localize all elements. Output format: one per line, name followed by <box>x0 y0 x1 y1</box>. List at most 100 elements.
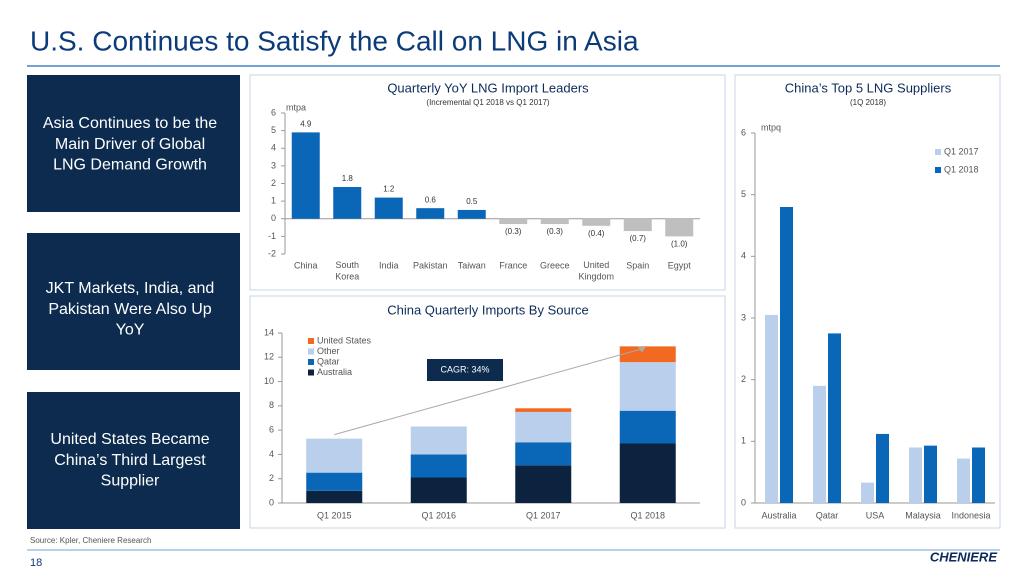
page-number: 18 <box>30 557 42 569</box>
chart-frame <box>249 74 726 291</box>
bar <box>780 207 793 503</box>
bar <box>924 445 937 503</box>
slide-title: U.S. Continues to Satisfy the Call on LN… <box>30 25 639 56</box>
value-label: 0.6 <box>425 195 437 204</box>
bar <box>499 218 528 225</box>
panel-box <box>27 75 240 212</box>
legend-swatch <box>935 167 941 173</box>
y-tick-label: 5 <box>741 189 746 199</box>
legend-swatch <box>308 359 314 365</box>
y-tick-label: 5 <box>271 125 276 135</box>
x-tick-label: Indonesia <box>951 510 990 520</box>
y-tick-label: 4 <box>269 449 274 459</box>
panel-text: United States Became China’s Third Larges… <box>50 431 209 490</box>
chart-subtitle: (1Q 2018) <box>850 98 886 107</box>
chart-frame <box>734 74 1001 529</box>
bar <box>416 208 445 219</box>
y-tick-label: 8 <box>269 400 274 410</box>
x-tick-label: Taiwan <box>458 260 486 270</box>
bar <box>333 187 362 219</box>
value-label: (0.3) <box>547 227 564 236</box>
bar <box>957 458 970 503</box>
y-tick-label: 6 <box>271 107 276 117</box>
y-unit: mtpa <box>286 102 306 112</box>
y-tick-label: 6 <box>741 127 746 137</box>
legend-swatch <box>308 369 314 376</box>
panel-text: Asia Continues to be the Main Driver of G… <box>43 115 217 174</box>
bar <box>457 209 486 219</box>
y-tick-label: 0 <box>271 213 276 223</box>
annotation: CAGR: 34% <box>440 364 489 374</box>
bar <box>540 218 569 225</box>
y-tick-label: 2 <box>269 473 274 483</box>
legend-label: United States <box>317 335 372 345</box>
chart-title: China Quarterly Imports By Source <box>387 302 589 317</box>
x-tick-label: USA <box>866 510 885 520</box>
y-tick-label: 2 <box>271 178 276 188</box>
stack-segment <box>515 408 572 412</box>
y-tick-label: 12 <box>264 352 274 362</box>
panel-box <box>27 233 240 370</box>
y-tick-label: -1 <box>268 231 276 241</box>
bar <box>861 482 874 503</box>
x-tick-label: Qatar <box>816 510 839 520</box>
value-label: 1.8 <box>342 174 354 183</box>
y-tick-label: -2 <box>268 248 276 258</box>
x-tick-label: United Kingdom <box>578 260 614 282</box>
x-tick-label: Greece <box>540 260 570 270</box>
stack-segment <box>410 426 467 455</box>
value-label: 1.2 <box>383 185 395 194</box>
legend-label: Q1 2018 <box>944 164 979 174</box>
x-tick-label: Q1 2018 <box>630 510 665 520</box>
legend-label: Qatar <box>317 356 340 366</box>
stack-segment <box>306 472 363 491</box>
x-tick-label: Egypt <box>668 260 692 270</box>
source-note: Source: Kpler, Cheniere Research <box>30 536 151 545</box>
bar <box>765 314 778 503</box>
x-tick-label: Pakistan <box>413 260 448 270</box>
x-tick-label: Australia <box>761 510 796 520</box>
value-label: 0.5 <box>466 197 478 206</box>
bar <box>828 333 841 503</box>
bar <box>909 447 922 503</box>
legend-label: Other <box>317 346 340 356</box>
stack-segment <box>619 346 676 363</box>
stack-segment <box>619 443 676 503</box>
y-tick-label: 2 <box>741 374 746 384</box>
stack-segment <box>410 454 467 478</box>
x-tick-label: South Korea <box>335 260 359 282</box>
x-tick-label: Q1 2015 <box>317 510 352 520</box>
y-tick-label: 3 <box>271 160 276 170</box>
panel-text: JKT Markets, India, and Pakistan Were Als… <box>46 280 215 339</box>
chart-title: China’s Top 5 LNG Suppliers <box>785 80 952 95</box>
x-tick-label: France <box>499 260 527 270</box>
legend-label: Australia <box>317 367 352 377</box>
value-label: (0.4) <box>588 229 605 238</box>
y-tick-label: 14 <box>264 327 274 337</box>
stack-segment <box>306 438 363 473</box>
bar <box>876 433 889 503</box>
bar <box>813 385 826 503</box>
value-label: (0.3) <box>505 227 522 236</box>
bar <box>374 197 403 219</box>
chart-subtitle: (Incremental Q1 2018 vs Q1 2017) <box>426 98 550 107</box>
legend-swatch <box>308 348 314 355</box>
y-tick-label: 10 <box>264 376 274 386</box>
stack-segment <box>619 362 676 411</box>
y-tick-label: 0 <box>269 497 274 507</box>
stack-segment <box>515 442 572 466</box>
x-tick-label: Spain <box>626 260 649 270</box>
stack-segment <box>619 410 676 444</box>
chart-title: Quarterly YoY LNG Import Leaders <box>387 80 589 95</box>
y-tick-label: 4 <box>741 251 746 261</box>
logo: CHENIERE <box>930 549 998 564</box>
bar <box>291 132 320 219</box>
annotation-box <box>427 359 503 381</box>
panel-box <box>27 392 240 529</box>
y-tick-label: 4 <box>271 143 276 153</box>
value-label: 4.9 <box>300 119 312 128</box>
legend-swatch <box>935 149 941 155</box>
bar <box>665 218 694 237</box>
x-tick-label: Q1 2017 <box>526 510 561 520</box>
